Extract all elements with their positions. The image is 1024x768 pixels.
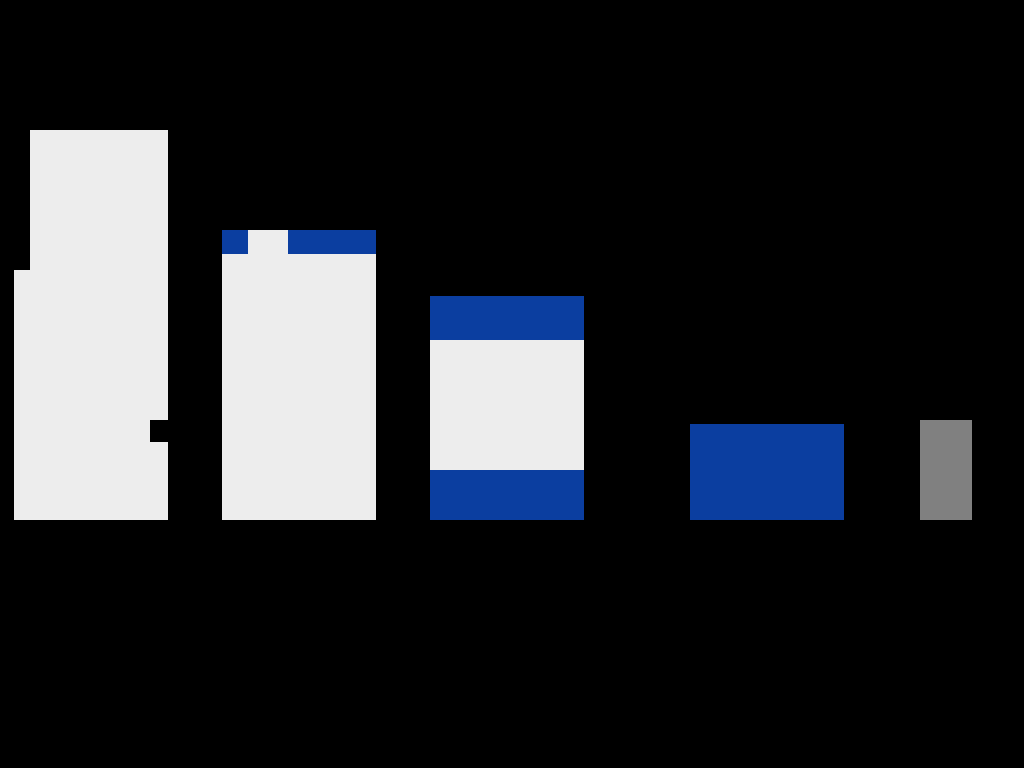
col3-light-mid [430, 340, 584, 470]
col5-gray [920, 420, 972, 520]
abstract-bar-composition [0, 0, 1024, 768]
col1-bg-short [14, 270, 168, 520]
col2-white-gap [248, 230, 288, 254]
col4-blue [690, 424, 844, 520]
col1-notch [150, 420, 168, 442]
col2-blue-band [222, 230, 376, 254]
col2-bg [222, 230, 376, 520]
